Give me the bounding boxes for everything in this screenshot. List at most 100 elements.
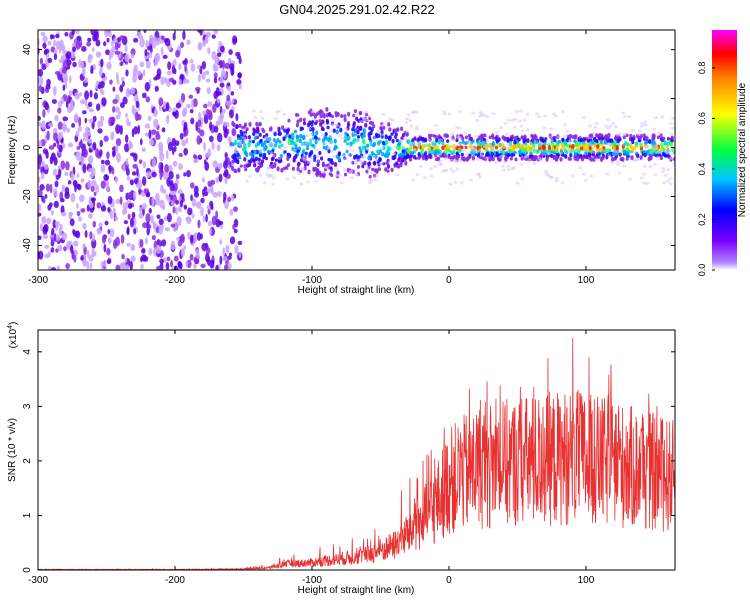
spectrogram-cell [52,188,58,197]
spectrogram-cell [91,233,96,242]
spectrogram-cell [115,144,119,154]
spectrogram-cell [485,156,490,160]
spectrogram-cell [478,114,483,118]
spectrogram-cell [476,172,481,176]
spectrogram-cell [57,121,63,130]
spectrogram-cell [230,65,235,76]
spectrogram-cell [528,147,533,152]
spectrogram-cell [625,133,629,138]
spectrogram-cell [127,203,133,210]
spectrogram-cell [337,134,342,138]
spectrogram-cell [445,133,449,139]
spectrogram-cell [87,155,94,165]
spectrogram-cell [100,180,106,189]
spectrogram-cell [327,146,332,150]
spectrogram-cell [185,137,189,144]
spectrogram-cell [448,182,453,186]
spectrogram-cell [493,161,498,165]
spectrogram-cell [237,72,242,79]
spectrogram-cell [327,164,332,168]
spectrogram-cell [139,37,145,48]
spectrogram-cell [332,128,336,133]
spectrogram-cell [192,98,198,108]
spectrogram-cell [193,185,199,195]
spectrogram-cell [517,137,521,142]
spectrogram-cell [47,265,52,270]
spectrogram-cell [120,234,125,244]
spectrogram-cell [158,97,164,106]
spectrogram-cell [244,167,248,172]
spectrogram-cell [548,127,553,131]
spectrogram-cell [125,167,130,176]
spectrogram-cell [72,46,77,53]
spectrogram-cell [404,129,409,133]
spectrogram-cell [122,162,126,173]
spectrogram-cell [409,141,414,145]
spectrogram-cell [189,234,194,244]
spectrogram-cell [253,116,258,120]
spectrogram-cell [88,254,94,262]
spectrogram-cell [607,154,612,158]
spectrogram-cell [155,37,161,46]
spectrogram-cell [343,139,347,143]
spectrogram-cell [597,154,601,159]
spectrogram-cell [340,136,345,140]
spectrogram-cell [530,157,535,161]
spectrogram-cell [92,250,97,257]
spectrogram-cell [76,203,79,209]
spectrogram-cell [89,89,93,98]
spectrogram-cell [521,145,526,149]
spectrogram-cell [158,225,163,235]
spectrogram-cell [343,114,347,119]
colorbar-tick-label: 0.6 [697,112,707,125]
spectrogram-cell [373,178,378,182]
spectrogram-cell [525,112,530,116]
spectrogram-cell [125,87,131,98]
spectrogram-cell [291,166,295,171]
spectrogram-cell [461,143,466,147]
spectrogram-cell [276,166,280,172]
spectrogram-cell [119,196,123,206]
spectrogram-cell [531,146,536,150]
spectrogram-cell [364,110,369,114]
spectrogram-cell [515,181,520,185]
spectrogram-cell [133,228,137,235]
spectrogram-cell [177,205,182,213]
spectrogram-cell [103,41,107,47]
spectrogram-cell [231,121,235,126]
spectrogram-cell [498,126,503,130]
spectrogram-cell [108,164,112,174]
spectrogram-cell [669,142,674,147]
spectrogram-cell [406,113,411,117]
spectrogram-cell [216,132,223,143]
spectrogram-cell [71,123,76,128]
spectrogram-cell [617,132,622,136]
spectrogram-cell [216,52,222,57]
spectrogram-cell [668,121,673,125]
spectrogram-cell [51,237,55,244]
spectrogram-cell [167,142,173,152]
spectrogram-cell [125,158,129,166]
spectrogram-cell [218,40,223,47]
spectrogram-cell [671,151,675,155]
spectrogram-cell [334,111,338,115]
spectrogram-cell [139,206,143,214]
spectrogram-cell [38,68,44,78]
spectrogram-cell [243,150,247,155]
spectrogram-cell [38,250,44,260]
spectrogram-cell [439,162,444,166]
spectrogram-cell [317,137,321,141]
spectrogram-cell [156,68,162,77]
spectrogram-cell [434,123,439,127]
spectrogram-cell [197,74,202,83]
spectrogram-cell [87,101,93,108]
spectrogram-cell [347,136,351,141]
spectrogram-cell [182,78,188,84]
spectrogram-cell [556,135,561,139]
spectrogram-cell [239,164,243,168]
spectrogram-cell [660,142,664,148]
spectrogram-cell [148,207,152,214]
spectrogram-cell [39,223,44,232]
spectrogram-cell [82,148,88,158]
spectrogram-cell [305,146,310,151]
